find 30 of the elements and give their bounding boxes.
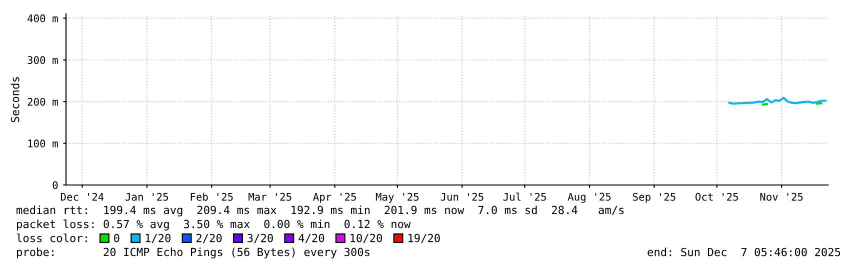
x-tick-label: Oct '25 <box>696 192 738 201</box>
text: end: Sun Dec 7 05:46:00 2025 <box>648 248 840 256</box>
y-tick-label: 100 m <box>28 140 58 148</box>
text: packet loss: 0.57 % avg 3.50 % max 0.00 % min 0.12 % now <box>17 220 411 230</box>
y-tick-label: 200 m <box>28 98 58 106</box>
text: median rtt: 199.4 ms avg 209.4 ms max 192.9 ms min 201.9 ms now 7.0 ms sd 28.4 am/s <box>16 206 624 216</box>
legend-label: 1/20 <box>146 234 171 244</box>
legend-label: 0 <box>114 234 120 242</box>
x-tick-label: Aug '25 <box>568 192 611 203</box>
x-tick-label: Apr '25 <box>313 192 356 203</box>
y-tick-label: 300 m <box>28 56 58 64</box>
legend-label: 2/20 <box>196 234 222 244</box>
x-tick-label: Jun '25 <box>440 192 484 201</box>
y-axis-title: Seconds <box>10 77 20 122</box>
x-tick-label: Dec '24 <box>60 192 104 201</box>
legend-label: 10/20 <box>350 234 382 244</box>
x-tick-label: Nov '25 <box>760 192 803 201</box>
text: probe: 20 ICMP Echo Pings (56 Bytes) every 300s <box>17 248 370 258</box>
y-tick-label: 0 <box>52 181 58 190</box>
x-tick-label: Jul '25 <box>503 192 546 201</box>
x-tick-label: Feb '25 <box>190 192 233 201</box>
legend-label: 19/20 <box>408 234 440 244</box>
x-tick-label: Jan '25 <box>126 192 168 201</box>
x-tick-label: Mar '25 <box>248 192 292 201</box>
legend-label: 4/20 <box>298 234 324 244</box>
legend-label: 3/20 <box>248 234 273 244</box>
legend-title: loss color: <box>16 234 87 242</box>
y-tick-label: 400 m <box>28 14 58 22</box>
x-tick-label: May '25 <box>376 192 419 203</box>
x-tick-label: Sep '25 <box>632 192 676 203</box>
